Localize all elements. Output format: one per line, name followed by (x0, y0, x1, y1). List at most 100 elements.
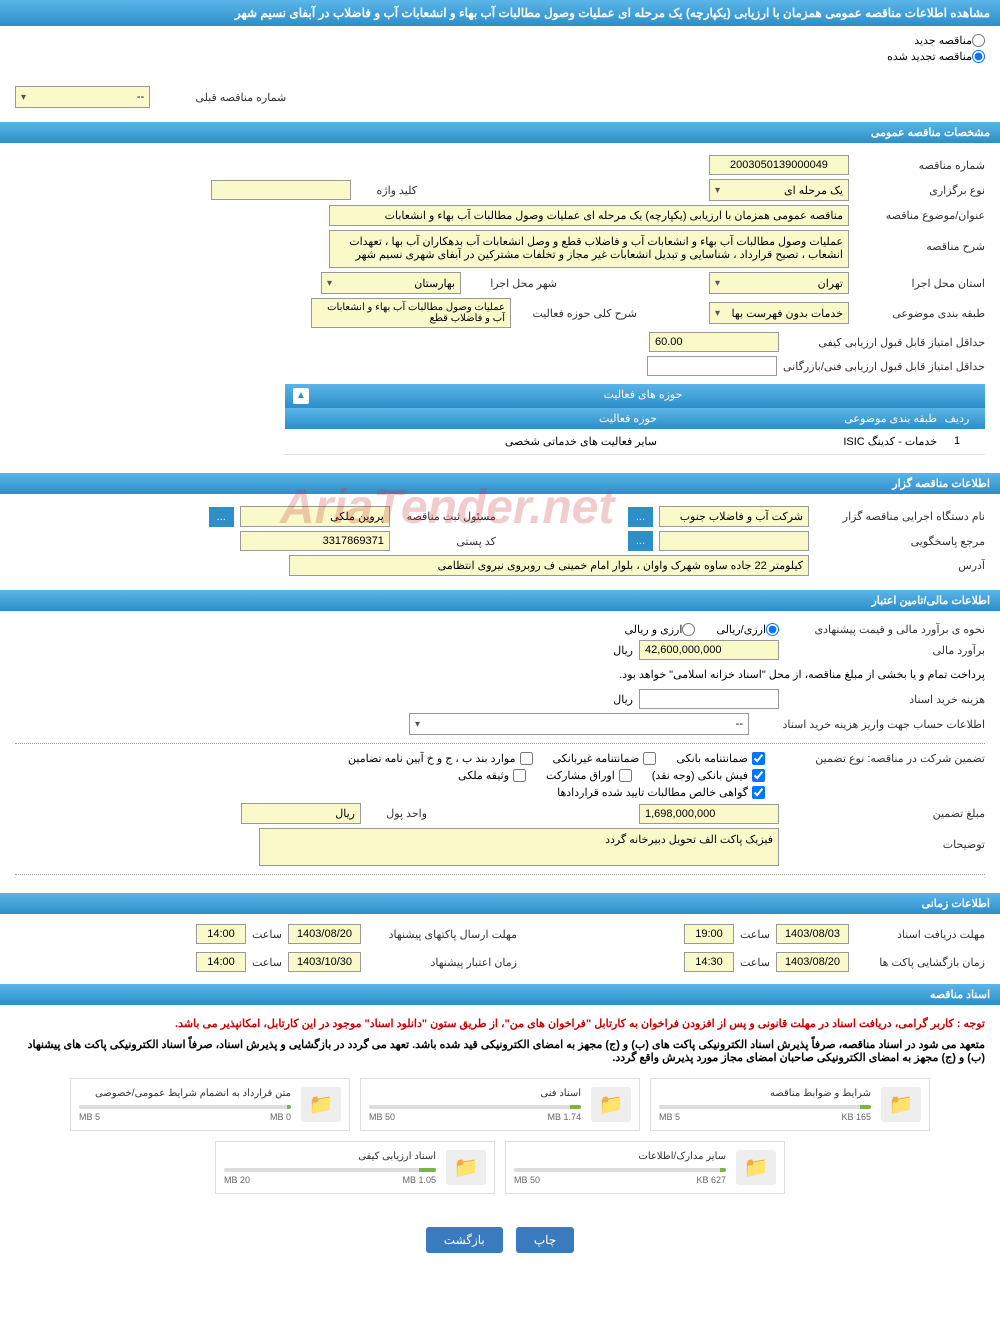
folder-icon: 📁 (591, 1087, 631, 1122)
holding-type-label: نوع برگزاری (855, 184, 985, 197)
chevron-down-icon: ▾ (327, 278, 332, 289)
document-item[interactable]: 📁 سایر مدارک/اطلاعات 627 KB50 MB (505, 1141, 785, 1194)
cb-bank-guarantee-label: ضمانتنامه بانکی (676, 752, 748, 765)
cb-bonds-input[interactable] (619, 769, 632, 782)
tender-number-label: شماره مناقصه (855, 159, 985, 172)
doc-title: متن قرارداد به انضمام شرایط عمومی/خصوصی (79, 1088, 291, 1099)
radio-new-label: مناقصه جدید (914, 34, 972, 47)
postal-value: 3317869371 (240, 531, 390, 551)
back-button[interactable]: بازگشت (426, 1227, 503, 1253)
cb-property-input[interactable] (513, 769, 526, 782)
province-dropdown[interactable]: تهران ▾ (709, 272, 849, 294)
print-button[interactable]: چاپ (516, 1227, 574, 1253)
cb-nonbank-input[interactable] (643, 752, 656, 765)
subject-value: مناقصه عمومی همزمان با ارزیابی (یکپارچه)… (329, 205, 849, 226)
notes-label: توضیحات (785, 828, 985, 851)
response-ref-label: مرجع پاسخگویی (815, 535, 985, 548)
prev-number-dropdown[interactable]: -- ▾ (15, 86, 150, 108)
reg-officer-value: پروین ملکی (240, 506, 390, 527)
radio-currency1-label: ارزی/ریالی (716, 623, 766, 636)
cb-receipt-input[interactable] (752, 769, 765, 782)
radio-renewed-label: مناقصه تجدید شده (887, 50, 972, 63)
activity-table-title: حوزه های فعالیت (309, 388, 977, 404)
tender-number-value: 2003050139000049 (709, 155, 849, 175)
cb-bylaw-input[interactable] (520, 752, 533, 765)
radio-currency1[interactable]: ارزی/ریالی (716, 623, 779, 636)
cb-property[interactable]: وثیقه ملکی (458, 769, 526, 782)
activity-table-columns: ردیف طبقه بندی موضوعی حوزه فعالیت (285, 408, 985, 429)
radio-new-input[interactable] (972, 34, 985, 47)
currency-value: ریال (241, 803, 361, 824)
keyword-label: کلید واژه (357, 184, 417, 197)
page-title: مشاهده اطلاعات مناقصه عمومی همزمان با ار… (0, 0, 1000, 26)
doc-total: 20 MB (224, 1175, 250, 1185)
doc-cost-label: هزینه خرید اسناد (785, 693, 985, 706)
currency-label: واحد پول (367, 807, 427, 820)
radio-renewed-tender[interactable]: مناقصه تجدید شده (887, 50, 985, 63)
province-label: استان محل اجرا (855, 277, 985, 290)
doc-cost-value (639, 689, 779, 709)
radio-currency2[interactable]: ارزی و ریالی (624, 623, 695, 636)
cb-bylaw-label: موارد بند ب ، ج و خ آیین نامه تضامین (348, 752, 515, 765)
postal-label: کد پستی (396, 535, 496, 548)
cb-bylaw[interactable]: موارد بند ب ، ج و خ آیین نامه تضامین (348, 752, 532, 765)
radio-currency2-input[interactable] (682, 623, 695, 636)
section-docs: اسناد مناقصه (0, 984, 1000, 1005)
reg-officer-more-button[interactable]: ... (209, 507, 234, 527)
folder-icon: 📁 (446, 1150, 486, 1185)
document-item[interactable]: 📁 شرایط و ضوابط مناقصه 165 KB5 MB (650, 1078, 930, 1131)
hour-label4: ساعت (252, 956, 282, 969)
chevron-down-icon: ▾ (415, 719, 420, 730)
prev-number-value: -- (137, 91, 144, 103)
exec-value: شرکت آب و فاضلاب جنوب (659, 506, 809, 527)
account-info-dropdown[interactable]: -- ▾ (409, 713, 749, 735)
document-item[interactable]: 📁 متن قرارداد به انضمام شرایط عمومی/خصوص… (70, 1078, 350, 1131)
doc-used: 627 KB (696, 1175, 726, 1185)
cb-nonbank-label: ضمانتنامه غیربانکی (553, 752, 640, 765)
guarantee-amount-value: 1,698,000,000 (639, 804, 779, 824)
min-tech-value (647, 356, 777, 376)
keyword-value[interactable] (211, 180, 351, 200)
response-ref-value (659, 531, 809, 551)
cb-cert-label: گواهی خالص مطالبات تایید شده قراردادها (557, 786, 748, 799)
guarantee-amount-label: مبلغ تضمین (785, 807, 985, 820)
collapse-icon[interactable]: ▲ (293, 388, 309, 404)
subject-class-label: طبقه بندی موضوعی (855, 307, 985, 320)
row-num: 1 (937, 435, 977, 448)
open-time: 14:30 (684, 952, 734, 972)
cb-bank-guarantee[interactable]: ضمانتنامه بانکی (676, 752, 765, 765)
holding-type-dropdown[interactable]: یک مرحله ای ▾ (709, 179, 849, 201)
cb-property-label: وثیقه ملکی (458, 769, 509, 782)
docs-notice-2: متعهد می شود در اسناد مناقصه، صرفاً پذیر… (15, 1034, 985, 1068)
description-label: شرح مناقصه (855, 230, 985, 253)
cb-bonds-label: اوراق مشارکت (546, 769, 615, 782)
validity-label: زمان اعتبار پیشنهاد (367, 956, 517, 969)
radio-new-tender[interactable]: مناقصه جدید (914, 34, 985, 47)
send-time: 14:00 (196, 924, 246, 944)
subject-class-dropdown[interactable]: خدمات بدون فهرست بها ▾ (709, 302, 849, 324)
document-item[interactable]: 📁 اسناد فنی 1.74 MB50 MB (360, 1078, 640, 1131)
exec-label: نام دستگاه اجرایی مناقصه گزار (815, 510, 985, 523)
response-ref-more-button[interactable]: ... (628, 531, 653, 551)
open-date: 1403/08/20 (776, 952, 849, 972)
section-organizer: اطلاعات مناقصه گزار (0, 473, 1000, 494)
radio-currency2-label: ارزی و ریالی (624, 623, 682, 636)
cb-nonbank-guarantee[interactable]: ضمانتنامه غیربانکی (553, 752, 657, 765)
radio-renewed-input[interactable] (972, 50, 985, 63)
validity-time: 14:00 (196, 952, 246, 972)
cb-bank-guarantee-input[interactable] (752, 752, 765, 765)
cb-bank-receipt[interactable]: فیش بانکی (وجه نقد) (652, 769, 765, 782)
radio-currency1-input[interactable] (766, 623, 779, 636)
exec-more-button[interactable]: ... (628, 507, 653, 527)
cb-bonds[interactable]: اوراق مشارکت (546, 769, 632, 782)
holding-type-value: یک مرحله ای (784, 184, 843, 197)
notes-value: فیزیک پاکت الف تحویل دبیرخانه گردد (259, 828, 779, 866)
cb-receipt-label: فیش بانکی (وجه نقد) (652, 769, 748, 782)
col-row-header: ردیف (937, 412, 977, 425)
section-financial: اطلاعات مالی/تامین اعتبار (0, 590, 1000, 611)
cb-cert-input[interactable] (752, 786, 765, 799)
document-item[interactable]: 📁 اسناد ارزیابی کیفی 1.05 MB20 MB (215, 1141, 495, 1194)
cb-certificate[interactable]: گواهی خالص مطالبات تایید شده قراردادها (557, 786, 765, 799)
min-tech-label: حداقل امتیاز قابل قبول ارزیابی فنی/بازرگ… (783, 360, 985, 373)
city-dropdown[interactable]: بهارستان ▾ (321, 272, 461, 294)
